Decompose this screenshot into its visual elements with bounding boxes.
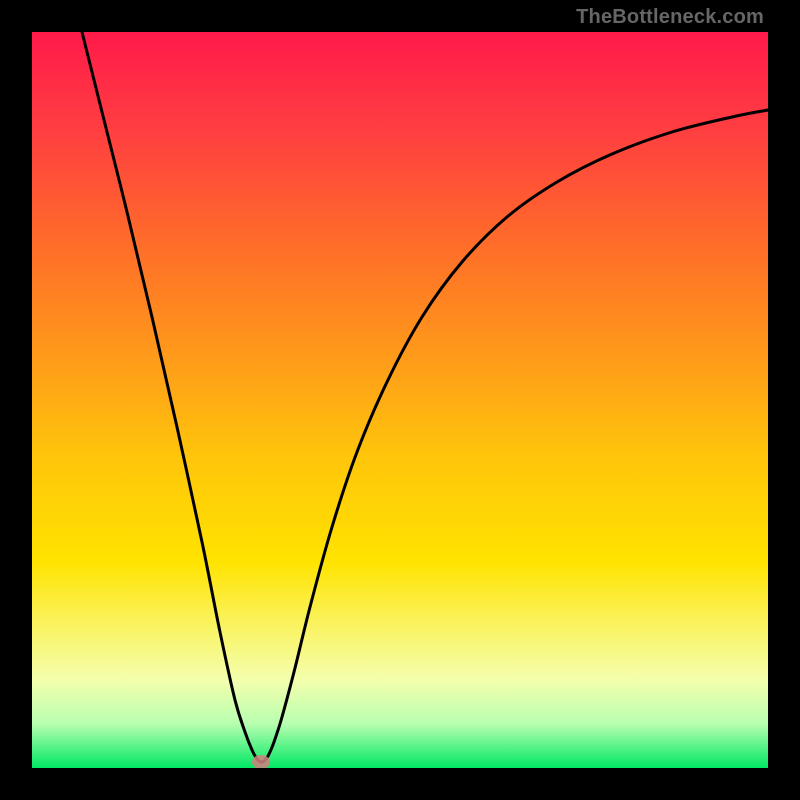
frame-border-bottom bbox=[0, 768, 800, 800]
minimum-marker bbox=[252, 755, 270, 769]
frame-border-left bbox=[0, 0, 32, 800]
bottleneck-curve bbox=[32, 32, 768, 768]
chart-frame: TheBottleneck.com bbox=[0, 0, 800, 800]
watermark-text: TheBottleneck.com bbox=[576, 6, 764, 29]
frame-border-right bbox=[768, 0, 800, 800]
plot-area bbox=[32, 32, 768, 768]
